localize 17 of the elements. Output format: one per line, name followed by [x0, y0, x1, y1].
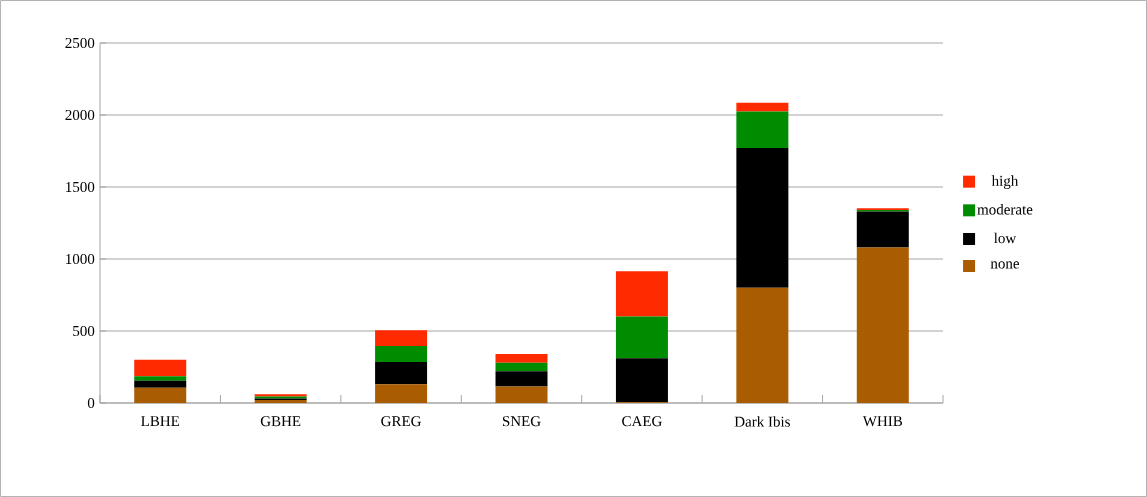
x-tick-label: WHIB [862, 416, 903, 427]
x-tick-label: GBHE [260, 416, 301, 427]
legend-label: none [990, 261, 1020, 269]
legend-label: moderate [977, 204, 1033, 215]
y-tick-label: 500 [73, 325, 95, 337]
x-tick-label: LBHE [141, 416, 180, 427]
x-tick-label: CAEG [622, 416, 662, 427]
x-tick-label: SNEG [502, 416, 541, 427]
y-tick-label: 2500 [65, 37, 95, 49]
x-tick-label: Dark Ibis [734, 416, 790, 427]
x-tick-label: GREG [381, 416, 422, 427]
legend-label: low [994, 232, 1017, 244]
y-tick-label: 1000 [66, 253, 95, 265]
y-tick-label: 0 [87, 397, 95, 409]
y-tick-label: 2000 [65, 109, 95, 121]
y-tick-label: 1500 [66, 181, 95, 193]
legend-label: high [991, 175, 1019, 189]
